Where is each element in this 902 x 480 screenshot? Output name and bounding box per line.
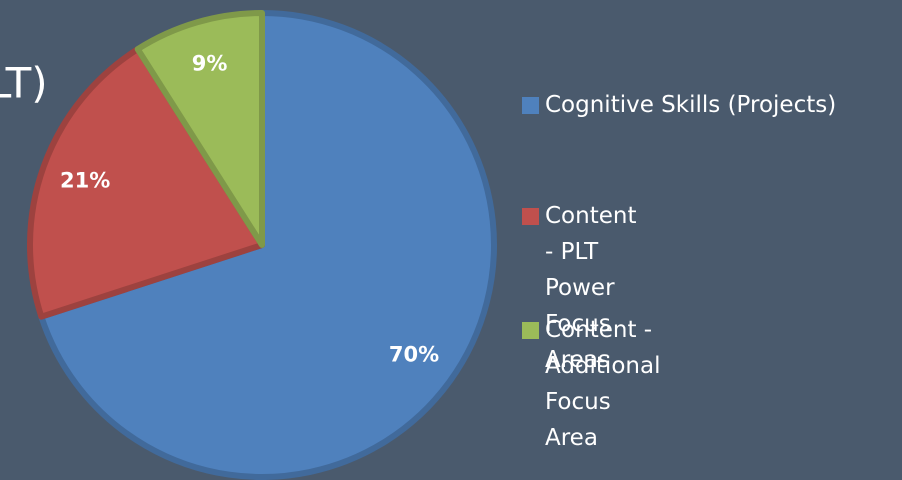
pie-slice — [38, 10, 497, 480]
legend-item: Content - PLT Power Focus Areas — [522, 198, 636, 378]
pie-slice — [134, 10, 265, 248]
legend-swatch — [522, 322, 539, 339]
legend-item: Cognitive Skills (Projects) — [522, 87, 836, 123]
legend-label: Cognitive Skills (Projects) — [545, 92, 837, 118]
data-label: 21% — [60, 168, 110, 192]
pie-slice — [27, 46, 265, 320]
legend-item: Content - Additional Focus Area — [522, 312, 660, 456]
legend-swatch — [522, 97, 539, 114]
data-label: 70% — [389, 342, 439, 366]
chart-title: LT) — [0, 59, 48, 108]
legend-swatch — [522, 208, 539, 225]
data-label: 9% — [192, 52, 228, 76]
legend-label: Content - PLT Power Focus Areas — [545, 203, 637, 373]
legend-label: Content - Additional Focus Area — [545, 317, 661, 451]
